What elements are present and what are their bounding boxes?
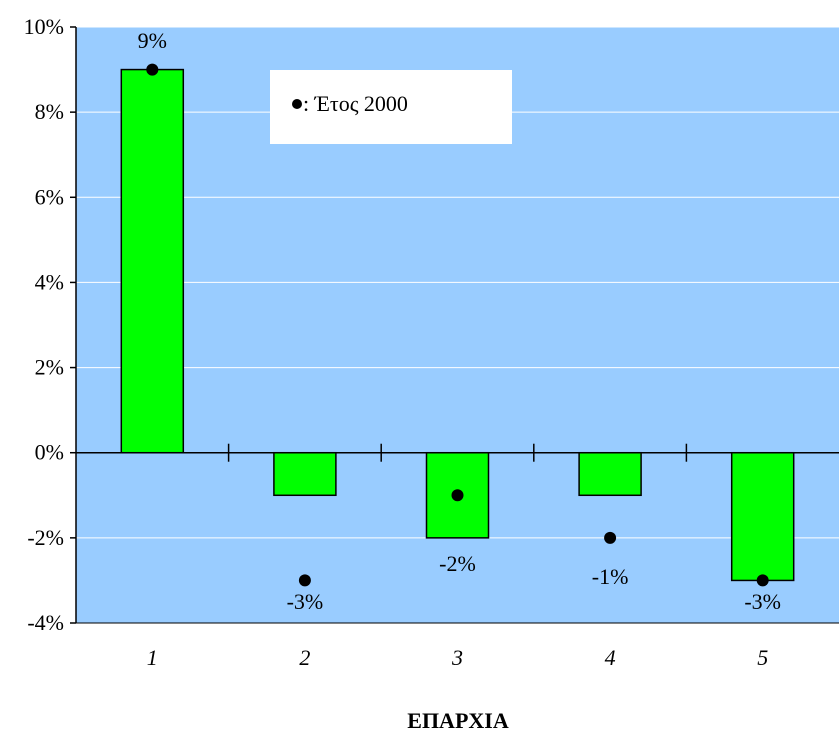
y-tick-label: 6% (35, 184, 64, 209)
bars (120, 68, 795, 582)
bar (273, 451, 337, 497)
y-tick-label: 0% (35, 440, 64, 465)
x-axis-title: ΕΠΑΡΧΙΑ (407, 708, 509, 733)
grid-lines (76, 26, 839, 539)
category-label: 1 (147, 645, 158, 670)
bar (120, 68, 185, 454)
category-label: 4 (605, 645, 616, 670)
data-label: -2% (439, 551, 476, 576)
y-tick-label: 10% (24, 14, 64, 39)
y-tick-label: 4% (35, 269, 64, 294)
legend: : Έτος 2000 (270, 70, 512, 144)
legend-box (270, 70, 512, 144)
y-tick-label: 2% (35, 355, 64, 380)
category-label: 5 (757, 645, 768, 670)
bar (730, 451, 795, 582)
data-label: -3% (287, 589, 324, 614)
category-label: 3 (451, 645, 463, 670)
data-label: 9% (138, 28, 167, 53)
marker-point (604, 531, 617, 544)
marker-point (451, 489, 464, 502)
category-labels: 1 2 3 4 5 (147, 645, 768, 670)
legend-marker (292, 99, 302, 109)
marker-point (756, 574, 769, 587)
data-label: -3% (744, 589, 781, 614)
legend-label: : Έτος 2000 (303, 91, 408, 116)
marker-point (146, 63, 159, 76)
y-tick-label: 8% (35, 99, 64, 124)
bar (578, 451, 642, 497)
markers (146, 63, 769, 587)
data-label: -1% (592, 564, 629, 589)
y-tick-label: -2% (27, 525, 64, 550)
y-tick-labels: 10% 8% 6% 4% 2% 0% -2% -4% (24, 14, 64, 635)
y-tick-label: -4% (27, 610, 64, 635)
axes (70, 26, 839, 624)
data-labels: 9% -3% -2% -1% -3% (138, 28, 781, 614)
marker-point (298, 574, 311, 587)
category-label: 2 (299, 645, 310, 670)
